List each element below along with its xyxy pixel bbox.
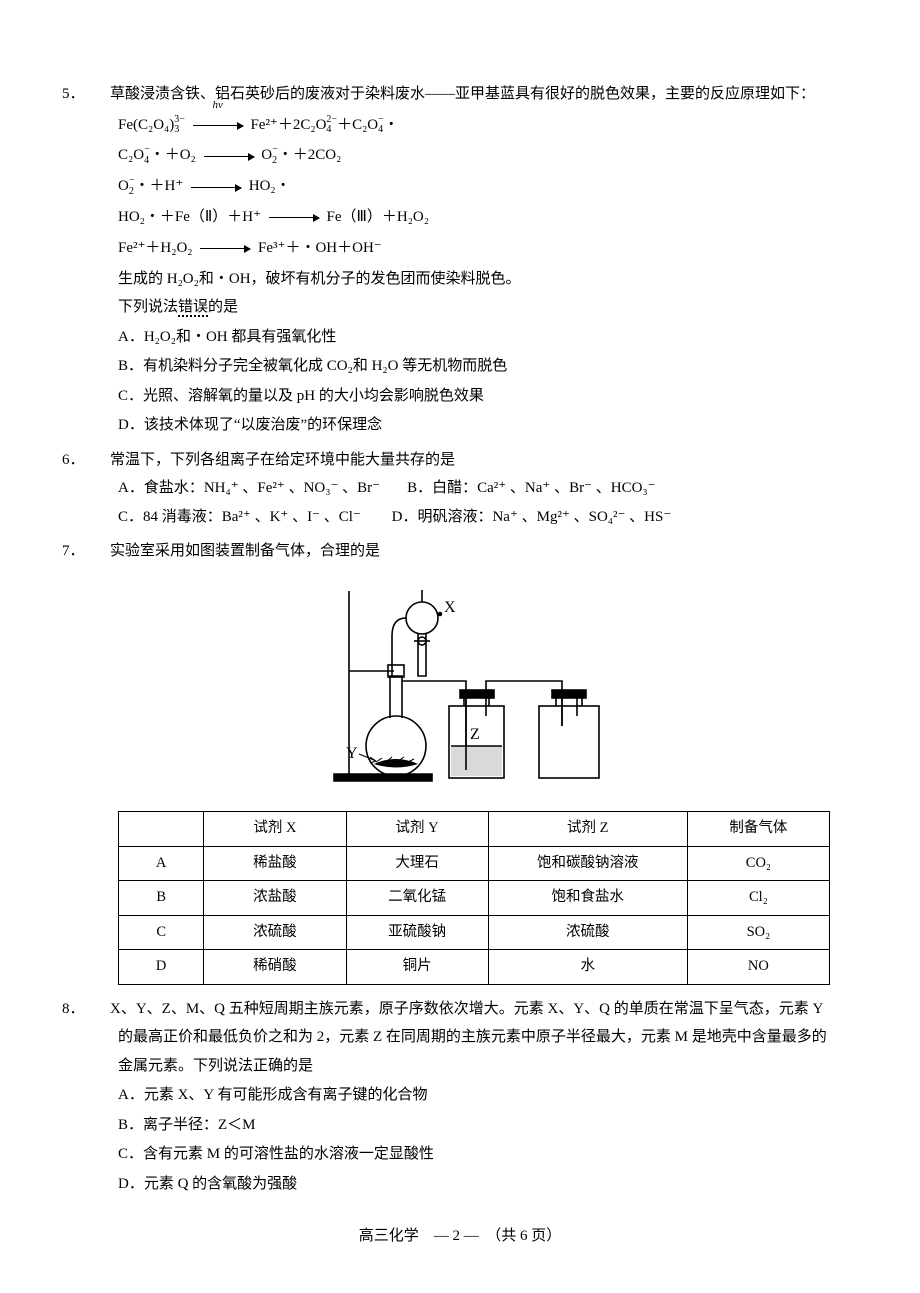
- label-y: Y: [346, 745, 358, 762]
- q5-formula-3: O−2・＋H⁺ HO₂・: [118, 172, 830, 201]
- table-cell: NO: [687, 950, 829, 985]
- label-x: X: [444, 599, 456, 616]
- th-x: 试剂 X: [204, 812, 346, 847]
- page-footer: 高三化学 — 2 — （共 6 页）: [90, 1222, 830, 1251]
- q6-number: 6．: [90, 446, 110, 475]
- table-cell: 浓盐酸: [204, 881, 346, 916]
- q6-option-a: A．食盐水：NH₄⁺ 、Fe²⁺ 、NO₃⁻ 、Br⁻: [118, 474, 380, 503]
- table-cell: 浓硫酸: [488, 915, 687, 950]
- table-cell: SO₂: [687, 915, 829, 950]
- table-cell: 水: [488, 950, 687, 985]
- q8-option-b: B．离子半径：Z＜M: [118, 1111, 830, 1140]
- q7-table: 试剂 X 试剂 Y 试剂 Z 制备气体 A稀盐酸大理石饱和碳酸钠溶液CO₂B浓盐…: [118, 811, 830, 985]
- q6-row2: C．84 消毒液：Ba²⁺ 、K⁺ 、I⁻ 、Cl⁻ D．明矾溶液：Na⁺ 、M…: [118, 503, 830, 532]
- th-blank: [119, 812, 204, 847]
- question-5: 5．草酸浸渍含铁、铝石英砂后的废液对于染料废水——亚甲基蓝具有很好的脱色效果，主…: [90, 80, 830, 440]
- table-cell: B: [119, 881, 204, 916]
- table-header-row: 试剂 X 试剂 Y 试剂 Z 制备气体: [119, 812, 830, 847]
- table-cell: 亚硫酸钠: [346, 915, 488, 950]
- reaction-arrow: [265, 203, 323, 232]
- table-cell: 稀硝酸: [204, 950, 346, 985]
- q7-intro-text: 实验室采用如图装置制备气体，合理的是: [110, 543, 380, 559]
- table-cell: 稀盐酸: [204, 846, 346, 881]
- q5-option-d: D．该技术体现了“以废治废”的环保理念: [118, 411, 830, 440]
- table-cell: Cl₂: [687, 881, 829, 916]
- th-gas: 制备气体: [687, 812, 829, 847]
- q5-after-formulas: 生成的 H₂O₂和・OH，破坏有机分子的发色团而使染料脱色。: [118, 265, 830, 294]
- table-cell: A: [119, 846, 204, 881]
- table-cell: 大理石: [346, 846, 488, 881]
- q5-formula-5: Fe²⁺＋H₂O₂ Fe³⁺＋・OH＋OH⁻: [118, 234, 830, 263]
- q7-body: X Y Z 试剂 X 试剂 Y 试剂 Z 制备气体 A稀盐酸大理石饱和碳酸钠溶液…: [90, 576, 830, 985]
- table-cell: CO₂: [687, 846, 829, 881]
- table-row: D稀硝酸铜片水NO: [119, 950, 830, 985]
- q5-option-c: C．光照、溶解氧的量以及 pH 的大小均会影响脱色效果: [118, 382, 830, 411]
- q7-intro: 7．实验室采用如图装置制备气体，合理的是: [90, 537, 830, 566]
- table-row: C浓硫酸亚硫酸钠浓硫酸SO₂: [119, 915, 830, 950]
- reaction-arrow: [196, 234, 254, 263]
- table-cell: 饱和食盐水: [488, 881, 687, 916]
- q5-formula-1: Fe(C₂O₄)3−3 hv Fe²⁺＋2C₂O2−4＋C₂O−4・: [118, 111, 830, 140]
- table-cell: 二氧化锰: [346, 881, 488, 916]
- q8-option-a: A．元素 X、Y 有可能形成含有离子键的化合物: [118, 1081, 830, 1110]
- q5-number: 5．: [90, 80, 110, 109]
- table-cell: 铜片: [346, 950, 488, 985]
- reaction-arrow: [200, 142, 258, 171]
- q8-intro-text: X、Y、Z、M、Q 五种短周期主族元素，原子序数依次增大。元素 X、Y、Q 的单…: [110, 1001, 827, 1074]
- table-cell: 浓硫酸: [204, 915, 346, 950]
- q5-formula-4: HO₂・＋Fe（Ⅱ）＋H⁺ Fe（Ⅲ）＋H₂O₂: [118, 203, 830, 232]
- reaction-arrow: [187, 172, 245, 201]
- q8-option-d: D．元素 Q 的含氧酸为强酸: [118, 1170, 830, 1199]
- q6-option-c: C．84 消毒液：Ba²⁺ 、K⁺ 、I⁻ 、Cl⁻: [118, 503, 361, 532]
- q6-intro-text: 常温下，下列各组离子在给定环境中能大量共存的是: [110, 452, 455, 468]
- q6-option-b: B．白醋：Ca²⁺ 、Na⁺ 、Br⁻ 、HCO₃⁻: [407, 474, 656, 503]
- table-cell: C: [119, 915, 204, 950]
- question-8: 8．X、Y、Z、M、Q 五种短周期主族元素，原子序数依次增大。元素 X、Y、Q …: [90, 995, 830, 1199]
- table-cell: 饱和碳酸钠溶液: [488, 846, 687, 881]
- question-7: 7．实验室采用如图装置制备气体，合理的是: [90, 537, 830, 985]
- label-z: Z: [470, 726, 480, 743]
- q6-intro: 6．常温下，下列各组离子在给定环境中能大量共存的是: [90, 446, 830, 475]
- th-y: 试剂 Y: [346, 812, 488, 847]
- q6-row1: A．食盐水：NH₄⁺ 、Fe²⁺ 、NO₃⁻ 、Br⁻ B．白醋：Ca²⁺ 、N…: [118, 474, 830, 503]
- q5-option-b: B．有机染料分子完全被氧化成 CO₂和 H₂O 等无机物而脱色: [118, 352, 830, 381]
- q5-option-a: A．H₂O₂和・OH 都具有强氧化性: [118, 323, 830, 352]
- table-row: A稀盐酸大理石饱和碳酸钠溶液CO₂: [119, 846, 830, 881]
- apparatus-svg: X Y Z: [314, 576, 634, 791]
- q8-intro: 8．X、Y、Z、M、Q 五种短周期主族元素，原子序数依次增大。元素 X、Y、Q …: [90, 995, 830, 1081]
- q6-body: A．食盐水：NH₄⁺ 、Fe²⁺ 、NO₃⁻ 、Br⁻ B．白醋：Ca²⁺ 、N…: [90, 474, 830, 531]
- q8-body: A．元素 X、Y 有可能形成含有离子键的化合物 B．离子半径：Z＜M C．含有元…: [90, 1081, 830, 1198]
- q8-number: 8．: [90, 995, 110, 1024]
- q8-option-c: C．含有元素 M 的可溶性盐的水溶液一定显酸性: [118, 1140, 830, 1169]
- q5-formula-2: C₂O−4・＋O₂ O−2・＋2CO₂: [118, 141, 830, 170]
- table-row: B浓盐酸二氧化锰饱和食盐水Cl₂: [119, 881, 830, 916]
- q5-body: Fe(C₂O₄)3−3 hv Fe²⁺＋2C₂O2−4＋C₂O−4・ C₂O−4…: [90, 111, 830, 440]
- th-z: 试剂 Z: [488, 812, 687, 847]
- q5-prompt-emph: 错误: [178, 299, 208, 317]
- q6-option-d: D．明矾溶液：Na⁺ 、Mg²⁺ 、SO₄²⁻ 、HS⁻: [392, 503, 672, 532]
- reaction-arrow: hv: [189, 111, 247, 140]
- question-6: 6．常温下，下列各组离子在给定环境中能大量共存的是 A．食盐水：NH₄⁺ 、Fe…: [90, 446, 830, 532]
- table-cell: D: [119, 950, 204, 985]
- q7-number: 7．: [90, 537, 110, 566]
- apparatus-diagram: X Y Z: [118, 576, 830, 802]
- q5-prompt: 下列说法错误的是: [118, 293, 830, 322]
